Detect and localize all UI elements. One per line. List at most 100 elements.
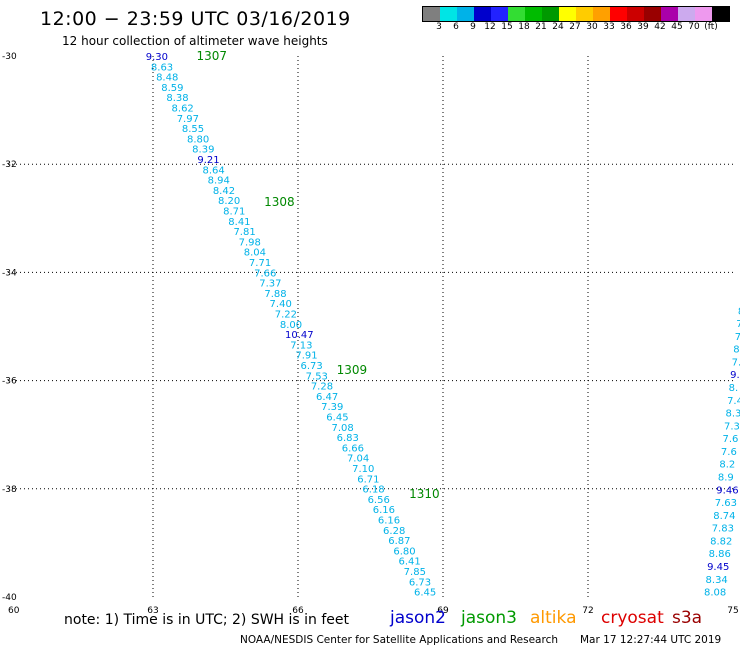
wave-height-value: 7.85 (404, 567, 426, 578)
wave-height-value: 8.42 (213, 186, 235, 197)
wave-height-value: 7.91 (295, 351, 317, 362)
legend-label: 9 (470, 22, 476, 32)
page-title: 12:00 − 23:59 UTC 03/16/2019 (40, 8, 351, 30)
wave-height-value: 7. (735, 332, 740, 343)
credit-text: NOAA/NESDIS Center for Satellite Applica… (240, 634, 558, 646)
wave-height-value: 8.94 (208, 176, 230, 187)
wave-height-value: 7.4 (727, 396, 740, 407)
legend-label: 6 (453, 22, 459, 32)
note-text: note: 1) Time is in UTC; 2) SWH is in fe… (64, 612, 350, 628)
lat-tick-label: -32 (2, 160, 17, 170)
lon-tick-label: 63 (147, 606, 158, 616)
wave-height-value: 6.45 (326, 412, 348, 423)
wave-height-value: 6.41 (399, 557, 421, 568)
lon-tick-label: 69 (437, 606, 449, 616)
wave-height-value: 6.56 (368, 495, 390, 506)
legend-label: 39 (637, 22, 649, 32)
lon-tick-label: 75 (727, 606, 738, 616)
satellite-label-jason3: jason3 (461, 608, 517, 628)
wave-height-value: 6.71 (357, 474, 379, 485)
legend-label: 24 (552, 22, 564, 32)
wave-height-value: 8.48 (156, 73, 178, 84)
wave-height-value: 9.30 (146, 52, 168, 63)
wave-height-value: 6.73 (409, 577, 431, 588)
time-label: 1307 (197, 49, 228, 63)
wave-height-value: 8.2 (719, 460, 735, 471)
wave-height-value: 8.55 (182, 124, 204, 135)
wave-height-value: 9. (730, 370, 740, 381)
legend-swatch (695, 7, 712, 21)
wave-height-value: 7.71 (249, 258, 271, 269)
wave-height-value: 7.66 (254, 268, 276, 279)
legend-swatch (644, 7, 661, 21)
wave-height-value: 7.10 (352, 464, 374, 475)
legend-swatch (542, 7, 559, 21)
lat-tick-label: -40 (2, 593, 17, 603)
wave-height-value: 9.21 (197, 155, 219, 166)
legend-swatch (712, 7, 729, 21)
wave-height-value: 6.16 (373, 505, 395, 516)
wave-height-value: 7.53 (306, 371, 328, 382)
legend-label: 33 (603, 22, 615, 32)
wave-height-value: 7.37 (259, 279, 281, 290)
lon-tick-label: 66 (292, 606, 304, 616)
wave-height-value: 8.80 (187, 134, 209, 145)
wave-height-value: 6.18 (362, 485, 384, 496)
timestamp-text: Mar 17 12:27:44 UTC 2019 (580, 634, 722, 646)
wave-height-value: 8.00 (280, 320, 302, 331)
legend-swatch (423, 7, 440, 21)
wave-height-value: 6.87 (388, 536, 410, 547)
wave-height-value: 8. (738, 306, 740, 317)
legend-label: (ft) (704, 22, 718, 32)
wave-height-value: 7.6 (722, 434, 738, 445)
wave-height-value: 7.3 (724, 421, 740, 432)
legend-label: 27 (569, 22, 581, 32)
wave-height-value: 7.63 (715, 498, 737, 509)
wave-height-value: 7.98 (239, 237, 261, 248)
legend-swatch (457, 7, 474, 21)
wave-height-value: 8.08 (704, 588, 726, 599)
wave-height-value: 6.73 (301, 361, 323, 372)
legend-swatch (440, 7, 457, 21)
legend-swatch (627, 7, 644, 21)
wave-height-value: 8.41 (228, 217, 250, 228)
legend-swatch (593, 7, 610, 21)
wave-height-value: 8.63 (151, 62, 173, 73)
wave-height-value: 6.66 (342, 443, 364, 454)
wave-height-value: 7.88 (264, 289, 286, 300)
legend-label: 42 (654, 22, 666, 32)
wave-height-value: 9.46 (716, 485, 738, 496)
legend-swatch (661, 7, 678, 21)
satellite-label-altika: altika (530, 608, 577, 628)
wave-height-value: 7.08 (331, 423, 353, 434)
legend-label: 70 (688, 22, 700, 32)
wave-height-value: 7.13 (290, 340, 312, 351)
satellite-label-cryosat: cryosat (601, 608, 664, 628)
wave-height-value: 7. (732, 357, 740, 368)
legend-swatch (508, 7, 525, 21)
color-legend (422, 6, 730, 22)
legend-swatch (559, 7, 576, 21)
legend-swatch (491, 7, 508, 21)
wave-height-value: 6.16 (378, 515, 400, 526)
lat-tick-label: -30 (2, 52, 17, 62)
wave-height-value: 7.81 (233, 227, 255, 238)
page-subtitle: 12 hour collection of altimeter wave hei… (62, 34, 328, 48)
wave-height-value: 8.71 (223, 206, 245, 217)
wave-height-value: 7.6 (721, 447, 737, 458)
legend-label: 3 (436, 22, 442, 32)
wave-height-value: 7.83 (712, 524, 734, 535)
wave-height-value: 7.97 (177, 114, 199, 125)
wave-height-value: 9.45 (707, 562, 729, 573)
wave-height-value: 7.40 (270, 299, 292, 310)
legend-label: 45 (671, 22, 683, 32)
legend-label: 15 (501, 22, 513, 32)
wave-height-value: 8.04 (244, 248, 266, 259)
wave-height-value: 6.28 (383, 526, 405, 537)
legend-label: 30 (586, 22, 598, 32)
lon-tick-label: 60 (8, 606, 20, 616)
wave-height-value: 7. (736, 319, 740, 330)
satellite-label-s3a: s3a (672, 608, 703, 628)
wave-height-value: 8.86 (709, 549, 731, 560)
